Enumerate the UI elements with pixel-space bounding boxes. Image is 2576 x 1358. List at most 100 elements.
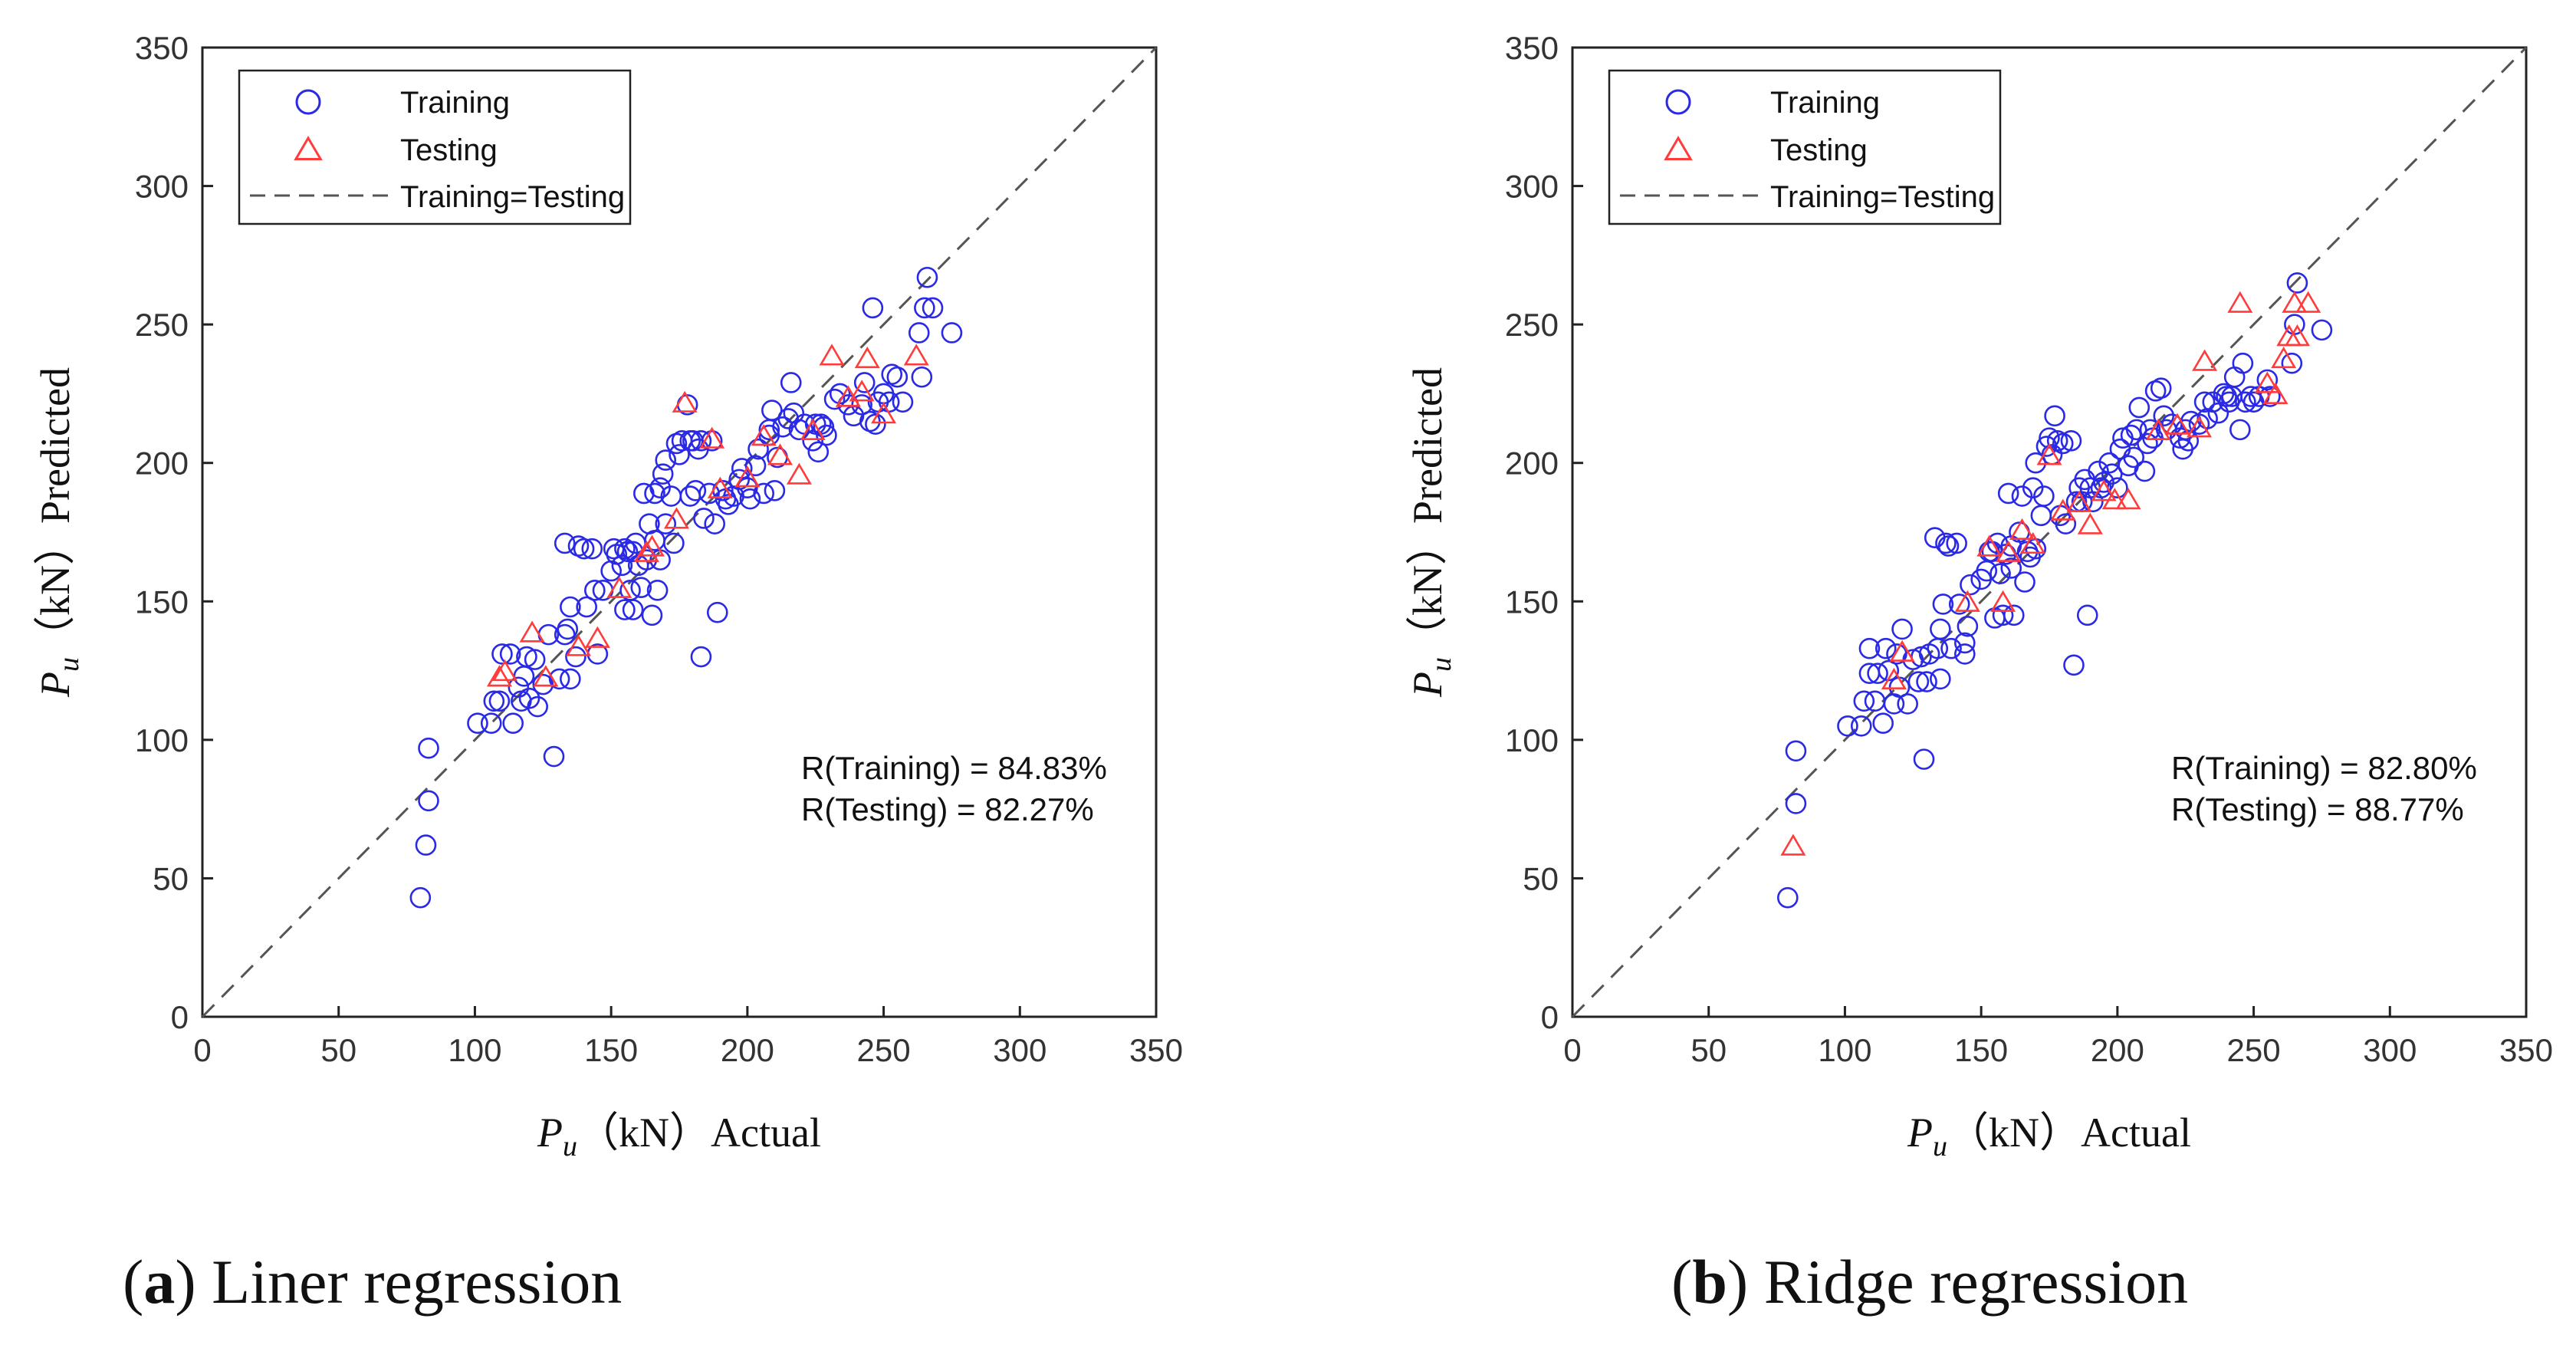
y-axis-sub-b: u xyxy=(1425,657,1457,672)
testing-point xyxy=(707,476,733,498)
training-point xyxy=(2076,604,2098,626)
testing-point xyxy=(2036,443,2062,465)
diagonal-a xyxy=(201,46,1158,1018)
training-point xyxy=(2202,391,2224,413)
training-point xyxy=(728,469,750,491)
x-tick-label: 150 xyxy=(584,1032,638,1068)
training-point xyxy=(415,834,437,856)
training-point xyxy=(816,424,837,446)
training-point xyxy=(557,618,579,640)
legend-testing-marker xyxy=(1664,136,1693,161)
training-point xyxy=(518,687,540,709)
training-point xyxy=(1853,690,1875,712)
training-point xyxy=(1957,615,1979,637)
training-point xyxy=(2003,604,2025,626)
testing-point xyxy=(672,390,698,413)
x-axis-text-a: （kN）Actual xyxy=(577,1110,821,1156)
training-point xyxy=(1897,693,1918,715)
training-point xyxy=(516,646,537,668)
training-point xyxy=(862,297,884,319)
training-point xyxy=(2150,377,2172,400)
x-axis-label-b: Pu（kN）Actual xyxy=(1907,1110,2191,1162)
points-a xyxy=(409,266,963,909)
training-point xyxy=(914,297,935,319)
training-point xyxy=(1937,535,1960,557)
chart-b: 0 50 100 150 200 250 300 350 0 50 100 150 200 250 300 3… xyxy=(1405,30,2553,1162)
training-point xyxy=(1930,668,1951,690)
training-point xyxy=(616,541,639,563)
training-point xyxy=(744,455,767,477)
training-point xyxy=(573,538,595,560)
testing-point xyxy=(519,620,545,643)
training-point xyxy=(409,886,432,909)
testing-point xyxy=(1881,667,1907,690)
caption-b: (b) Ridge regression xyxy=(1671,1246,2188,1318)
training-point xyxy=(488,690,511,712)
training-point xyxy=(2022,477,2044,499)
testing-point xyxy=(751,424,777,446)
testing-point xyxy=(2282,291,2308,313)
training-point xyxy=(851,394,872,416)
training-point xyxy=(2128,396,2150,419)
x-axis-var-a: P xyxy=(537,1110,563,1156)
y-axis-label-b: Pu（kN）Predicted xyxy=(1405,367,1457,698)
training-point xyxy=(739,488,761,510)
testing-point xyxy=(849,380,875,402)
training-point xyxy=(2281,352,2303,374)
training-point xyxy=(922,297,944,319)
testing-point xyxy=(786,462,812,485)
training-point xyxy=(614,538,636,560)
x-axis-var-b: P xyxy=(1907,1110,1933,1156)
x-axis-text-b: （kN）Actual xyxy=(1947,1110,2191,1156)
testing-point xyxy=(2164,413,2190,435)
testing-point xyxy=(2192,349,2218,371)
y-axis-sub-a: u xyxy=(53,657,85,672)
y-tick-label: 150 xyxy=(1505,584,1559,620)
training-point xyxy=(813,416,835,438)
legend-testing-label: Testing xyxy=(400,133,498,167)
training-point xyxy=(1954,632,1976,654)
training-point xyxy=(2025,452,2047,474)
y-tick-label: 300 xyxy=(135,169,189,205)
training-point xyxy=(499,643,521,665)
x-tick-label: 150 xyxy=(1954,1032,2008,1068)
training-point xyxy=(916,266,938,288)
testing-point xyxy=(1990,590,2016,612)
caption-b-prefix: ( xyxy=(1671,1247,1693,1317)
training-point xyxy=(1930,618,1951,640)
training-point xyxy=(2000,557,2022,579)
training-point xyxy=(1954,643,1976,665)
training-point xyxy=(576,596,597,618)
training-point xyxy=(908,322,930,344)
training-point xyxy=(467,712,488,734)
legend-a: Training Testing Training=Testing xyxy=(238,69,632,225)
training-point xyxy=(1916,671,1937,692)
training-point xyxy=(622,599,644,620)
training-point xyxy=(560,668,581,690)
training-point xyxy=(2134,460,2156,482)
training-point xyxy=(693,508,715,529)
ideal-line xyxy=(201,46,1158,1018)
caption-a-letter: a xyxy=(143,1247,176,1317)
training-point xyxy=(2153,405,2175,427)
training-point xyxy=(491,643,513,665)
training-point xyxy=(560,596,581,618)
legend-box xyxy=(238,69,632,225)
training-point xyxy=(1935,532,1957,554)
x-tick-label: 100 xyxy=(448,1032,501,1068)
testing-point xyxy=(2101,488,2128,510)
testing-point xyxy=(2091,479,2117,501)
training-point xyxy=(761,400,783,421)
x-tick-label: 350 xyxy=(1129,1032,1183,1068)
training-point xyxy=(804,413,826,435)
y-tick-label: 250 xyxy=(1505,307,1559,343)
training-point xyxy=(1932,594,1954,615)
testing-point xyxy=(854,346,880,369)
testing-point xyxy=(1996,540,2022,562)
training-point xyxy=(1858,637,1881,659)
testing-point xyxy=(584,626,610,648)
training-point xyxy=(418,737,439,759)
training-point xyxy=(1875,637,1897,659)
training-point xyxy=(941,322,963,344)
training-point xyxy=(2011,485,2033,507)
